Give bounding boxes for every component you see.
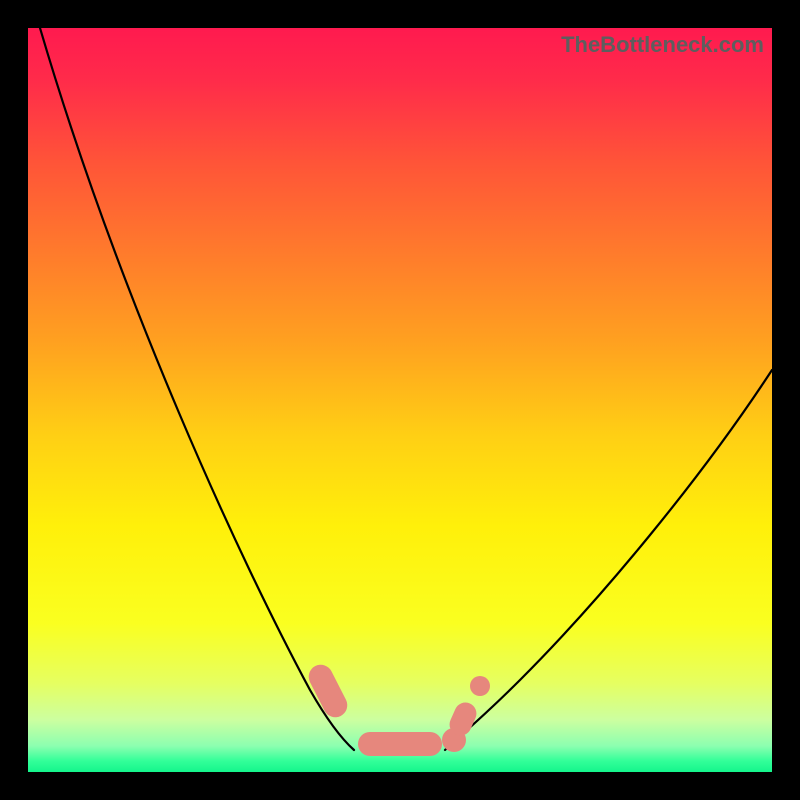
marker-shape	[358, 732, 442, 756]
left-curve	[40, 28, 354, 750]
right-curve	[445, 370, 772, 750]
marker-shape	[470, 676, 490, 696]
chart-frame: TheBottleneck.com	[0, 0, 800, 800]
marker-group	[305, 661, 490, 756]
curve-group	[40, 28, 772, 750]
chart-svg	[0, 0, 800, 800]
